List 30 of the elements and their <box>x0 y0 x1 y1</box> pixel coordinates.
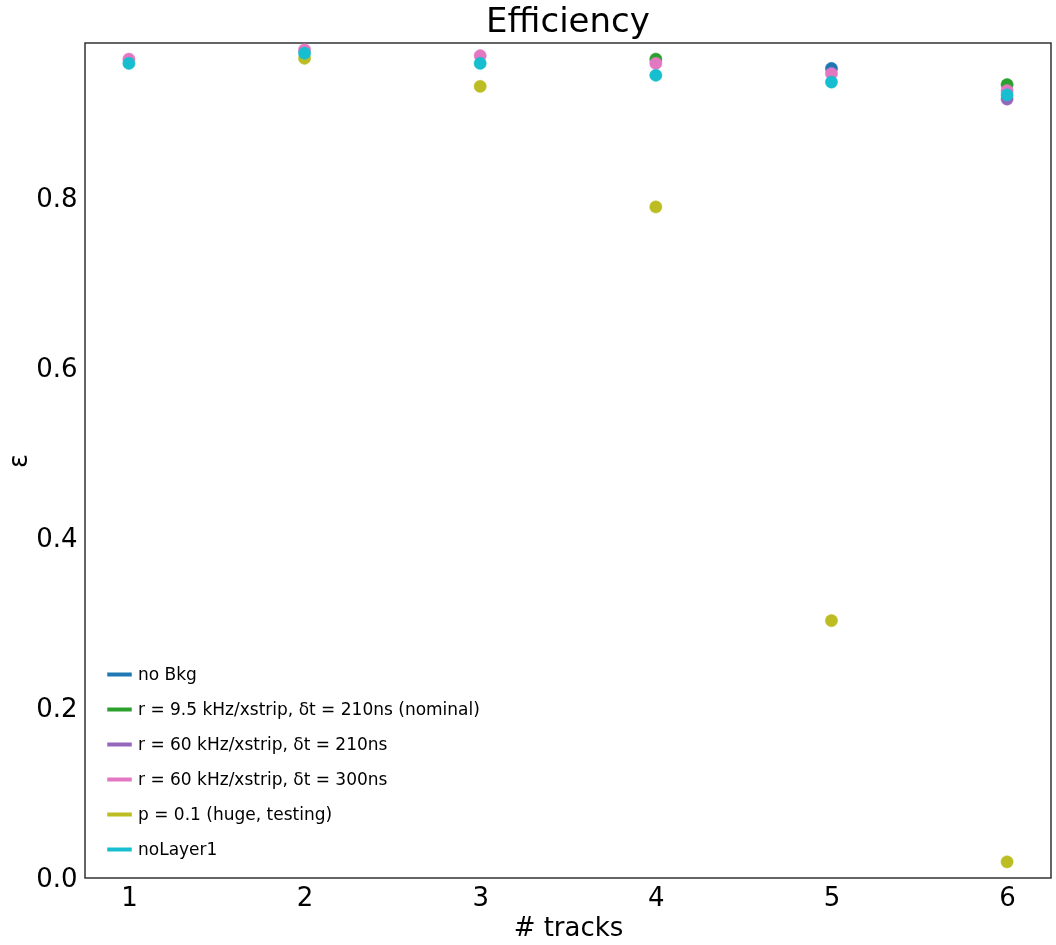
x-tick-label: 5 <box>823 881 841 912</box>
legend-label: r = 60 kHz/xstrip, δt = 210ns <box>138 733 388 754</box>
y-tick-label: 0.6 <box>36 352 78 383</box>
y-tick-label: 0.8 <box>36 182 78 213</box>
legend-label: no Bkg <box>138 663 197 684</box>
point <box>1000 855 1014 869</box>
point <box>825 75 838 89</box>
legend-label: p = 0.1 (huge, testing) <box>138 803 333 824</box>
x-tick-label: 2 <box>296 881 314 912</box>
legend-label: r = 9.5 kHz/xstrip, δt = 210ns (nominal) <box>138 698 480 719</box>
x-tick-label: 3 <box>472 881 489 912</box>
legend-label: r = 60 kHz/xstrip, δt = 300ns <box>138 768 388 789</box>
x-tick-label: 6 <box>999 881 1016 912</box>
x-tick-label: 1 <box>121 881 138 912</box>
y-tick-label: 0.2 <box>36 692 78 723</box>
x-axis-title: # tracks <box>513 911 624 942</box>
point <box>473 57 487 70</box>
y-tick-label: 0.0 <box>36 862 78 893</box>
point <box>649 68 663 82</box>
point <box>1000 88 1014 102</box>
chart-title: Efficiency <box>486 0 650 40</box>
point <box>825 614 838 627</box>
x-tick-label: 4 <box>648 881 665 912</box>
y-tick-label: 0.4 <box>36 522 78 553</box>
legend-label: noLayer1 <box>138 838 218 859</box>
y-axis-title: ε <box>3 453 34 469</box>
point <box>649 57 663 70</box>
point <box>473 79 487 93</box>
point <box>122 57 136 70</box>
point <box>649 200 663 214</box>
